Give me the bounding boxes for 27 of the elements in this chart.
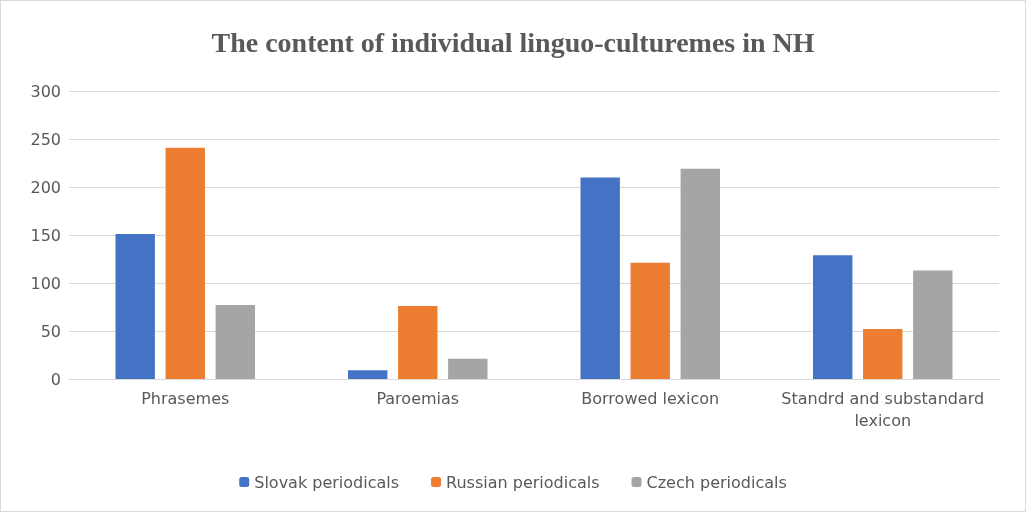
y-tick-label: 0	[50, 369, 61, 389]
y-tick-label: 100	[30, 273, 61, 293]
x-tick-label: Phrasemes	[141, 388, 230, 408]
bar	[398, 306, 438, 379]
bar	[215, 305, 255, 379]
bar	[863, 329, 903, 379]
bar	[165, 147, 205, 379]
x-tick-label: Standrd and substandard lexicon	[781, 388, 985, 430]
bar	[348, 370, 388, 379]
bar	[580, 177, 620, 379]
chart-title: The content of individual linguo-culturemes in NH	[211, 26, 815, 58]
y-tick-label: 200	[30, 177, 61, 197]
legend-label: Russian periodicals	[446, 472, 600, 492]
x-tick-label: Paroemias	[376, 388, 460, 408]
y-tick-label: 50	[40, 321, 61, 341]
y-tick-label: 250	[30, 129, 61, 149]
legend-label: Czech periodicals	[646, 472, 787, 492]
bar	[813, 255, 853, 379]
bar	[680, 168, 720, 379]
bar	[115, 234, 155, 379]
bar	[913, 270, 953, 379]
legend-label: Slovak periodicals	[254, 472, 400, 492]
y-tick-label: 150	[30, 225, 61, 245]
x-tick-label: Borrowed lexicon	[581, 388, 720, 408]
bar	[630, 262, 670, 379]
bar	[448, 358, 488, 379]
y-tick-label: 300	[30, 81, 61, 101]
